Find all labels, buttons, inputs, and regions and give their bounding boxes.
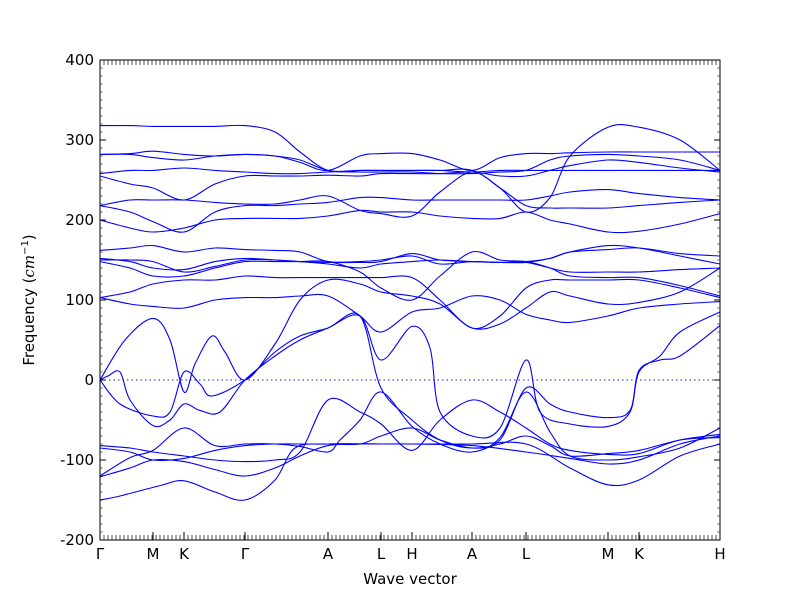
y-axis: -200 -100 0 100 200 300 400 xyxy=(60,51,720,549)
y-tick-label: 100 xyxy=(65,291,94,309)
band-line-10 xyxy=(99,275,721,330)
band-line-1 xyxy=(99,441,721,501)
x-tick-label: M xyxy=(602,545,615,563)
band-line-4 xyxy=(99,397,721,463)
band-line-14 xyxy=(99,244,721,264)
x-tick-label: K xyxy=(179,545,190,563)
band-line-15 xyxy=(99,209,721,234)
x-axis-label: Wave vector xyxy=(363,570,457,588)
x-tick-label: M xyxy=(147,545,160,563)
x-tick-label: L xyxy=(522,545,531,563)
y-tick-label: 200 xyxy=(65,211,94,229)
band-line-5 xyxy=(99,427,721,461)
band-line-11 xyxy=(99,250,721,301)
band-line-17 xyxy=(99,171,721,218)
band-line-13 xyxy=(99,255,721,273)
x-tick-label: K xyxy=(634,545,645,563)
y-tick-label: -100 xyxy=(60,451,94,469)
band-line-22 xyxy=(99,123,721,213)
band-line-18 xyxy=(99,159,721,201)
x-tick-label: Γ xyxy=(96,545,105,563)
x-tick-label: H xyxy=(406,545,417,563)
band-line-9 xyxy=(99,293,721,333)
band-series-group xyxy=(99,123,721,501)
y-tick-label: 0 xyxy=(84,371,94,389)
band-line-6 xyxy=(99,311,721,439)
x-tick-label: H xyxy=(714,545,725,563)
band-line-8 xyxy=(99,267,721,393)
band-line-16 xyxy=(99,189,721,233)
y-tick-label: -200 xyxy=(60,531,94,549)
band-line-21 xyxy=(99,150,721,172)
band-line-20 xyxy=(99,153,721,175)
band-line-12 xyxy=(99,244,721,273)
x-tick-label: A xyxy=(323,545,334,563)
y-tick-label: 400 xyxy=(65,51,94,69)
x-tick-label: A xyxy=(467,545,478,563)
x-tick-label: Γ xyxy=(241,545,250,563)
y-axis-label: Frequency (cm−1) xyxy=(20,234,38,365)
band-line-3 xyxy=(99,391,721,477)
band-line-7 xyxy=(99,312,721,449)
x-tick-label: L xyxy=(377,545,386,563)
y-tick-label: 300 xyxy=(65,131,94,149)
